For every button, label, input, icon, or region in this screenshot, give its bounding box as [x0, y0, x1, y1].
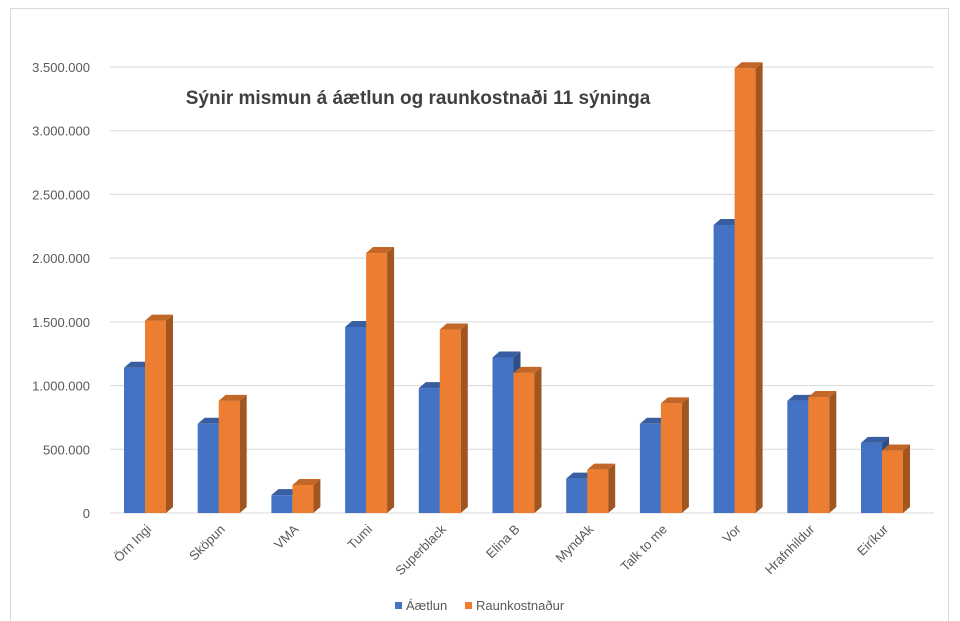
bar-raunkostnadur	[292, 478, 321, 513]
bar-raunkostnadur	[734, 62, 763, 513]
y-tick-label: 2.500.000	[32, 187, 90, 202]
y-tick-label: 0	[83, 506, 90, 521]
gridlines	[110, 66, 934, 514]
x-category-label: MyndAk	[553, 521, 597, 565]
x-category-label: Vor	[719, 521, 744, 546]
bar-raunkostnadur	[439, 323, 468, 513]
x-category-label: Talk to me	[618, 522, 671, 575]
y-tick-label: 3.000.000	[32, 124, 90, 139]
bar-raunkostnadur	[660, 397, 689, 513]
chart-frame	[10, 8, 949, 621]
y-tick-label: 1.000.000	[32, 379, 90, 394]
bars	[124, 62, 910, 514]
bar-raunkostnadur	[587, 463, 616, 513]
legend-swatch	[465, 602, 472, 609]
y-tick-label: 1.500.000	[32, 315, 90, 330]
bar-raunkostnadur	[808, 391, 837, 513]
bar-raunkostnadur	[218, 394, 247, 513]
x-category-label: Örn Ingi	[111, 521, 154, 564]
legend-label: Raunkostnaður	[476, 598, 565, 613]
x-category-label: Superblack	[392, 521, 449, 578]
x-category-label: VMA	[271, 521, 302, 552]
bar-raunkostnadur	[882, 444, 910, 513]
legend-label: Áætlun	[406, 598, 447, 613]
bar-raunkostnadur	[513, 366, 542, 513]
x-category-label: Hrafnhildur	[762, 521, 818, 577]
x-category-label: Sköpun	[186, 522, 228, 564]
legend-swatch	[395, 602, 402, 609]
x-axis-labels: Örn Ingi Sköpun VMA Tumi Superblack Elina B My…	[111, 521, 892, 578]
x-category-label: Eiríkur	[854, 521, 892, 559]
x-category-label: Tumi	[345, 521, 376, 552]
bar-raunkostnadur	[145, 314, 173, 513]
y-tick-label: 2.000.000	[32, 251, 90, 266]
y-axis-ticks: 0 500.000 1.000.000 1.500.000 2.000.000 2.500…	[32, 60, 90, 521]
legend: Áætlun Raunkostnaður	[395, 598, 565, 613]
bar-raunkostnadur	[366, 247, 395, 513]
y-tick-label: 500.000	[43, 442, 90, 457]
y-tick-label: 3.500.000	[32, 60, 90, 75]
x-category-label: Elina B	[483, 522, 523, 562]
chart-title: Sýnir mismun á áætlun og raunkostnaði 11…	[186, 88, 651, 109]
